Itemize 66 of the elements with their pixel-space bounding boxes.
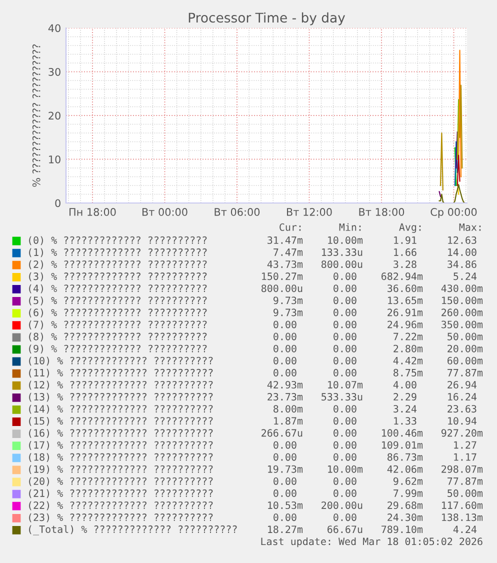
legend-label: (4) % ????????????? ??????????	[29, 284, 207, 294]
legend-label: (11) % ????????????? ??????????	[29, 368, 213, 378]
legend-label: (3) % ????????????? ??????????	[29, 272, 207, 282]
text: 9.73m 0.00 13.65m 150.00m	[274, 296, 483, 304]
legend-label: (9) % ????????????? ??????????	[29, 344, 207, 354]
text: 43.73m 800.00u 3.28 34.86	[267, 260, 476, 268]
text: 0.00 0.00 8.75m 77.87m	[274, 368, 483, 376]
text: 0.00 0.00 4.42m 60.00m	[274, 356, 483, 364]
legend-label: (7) % ????????????? ??????????	[29, 320, 207, 330]
text: 31.47m 10.00m 1.91 12.63	[268, 236, 476, 244]
legend-label: (6) % ????????????? ??????????	[29, 308, 207, 318]
text: 266.67u 0.00 100.46m 927.20m	[262, 429, 483, 437]
y-tick-label: 20	[48, 112, 60, 120]
text: Last update: Wed Mar 18 01:05:02 2026	[261, 537, 482, 548]
legend-label: (14) % ????????????? ??????????	[29, 404, 213, 414]
text: 0.00 0.00 86.73m 1.17	[274, 453, 476, 461]
text: 0.00 0.00 7.22m 50.00m	[274, 332, 483, 340]
text: 0.00 0.00 7.99m 50.00m	[274, 489, 483, 497]
text: 42.93m 10.07m 4.00 26.94	[267, 380, 477, 389]
legend-label: (0) % ????????????? ??????????	[29, 236, 207, 246]
x-tick-label: Вт 00:00	[142, 208, 188, 216]
legend-label: (22) % ????????????? ??????????	[29, 501, 213, 510]
text: 23.73m 533.33u 2.29 16.24	[268, 393, 477, 401]
line-series	[438, 184, 466, 203]
text: 800.00u 0.00 36.60m 430.00m	[261, 284, 483, 292]
legend-label: (23) % ????????????? ??????????	[29, 513, 213, 522]
y-tick-label: 10	[49, 155, 60, 164]
text: 19.73m 10.00m 42.06m 298.07m	[268, 465, 483, 473]
legend-label: (_Total) % ????????????? ??????????	[29, 525, 237, 536]
text: 150.27m 0.00 682.94m 5.24	[262, 272, 477, 280]
y-tick-label: 30	[48, 68, 60, 76]
x-tick-label: Ср 00:00	[430, 208, 477, 218]
y-tick-label: 40	[48, 24, 60, 32]
text: 0.00 0.00 2.80m 20.00m	[274, 344, 483, 352]
text: 0.00 0.00 109.01m 1.27	[274, 441, 476, 449]
text: 1.87m 0.00 1.33 10.94	[274, 417, 477, 425]
text: 10.53m 200.00u 29.68m 117.60m	[268, 501, 483, 510]
legend-label: (20) % ????????????? ??????????	[29, 477, 213, 486]
x-tick-label: Вт 18:00	[359, 208, 404, 216]
legend-label: (12) % ????????????? ??????????	[29, 380, 213, 390]
text: 0.00 0.00 9.62m 77.87m	[274, 477, 483, 485]
y-tick-label: 0	[55, 199, 60, 208]
x-tick-label: Пн 18:00	[70, 208, 116, 216]
text: 9.73m 0.00 26.91m 260.00m	[274, 308, 483, 316]
x-tick-label: Вт 06:00	[214, 208, 260, 216]
legend-label: (10) % ????????????? ??????????	[29, 356, 213, 366]
legend-label: (2) % ????????????? ??????????	[29, 260, 207, 270]
text: 7.47m 133.33u 1.66 14.00	[274, 248, 476, 256]
text: Cur: Min: Avg: Max:	[280, 223, 481, 233]
text: 0.00 0.00 24.96m 350.00m	[274, 320, 483, 328]
text: 0.00 0.00 24.30m 138.13m	[274, 514, 483, 522]
legend-label: (1) % ????????????? ??????????	[29, 248, 207, 258]
legend-label: (8) % ????????????? ??????????	[29, 332, 207, 342]
x-tick-label: Вт 12:00	[287, 208, 332, 216]
y-axis-title: % ????????????? ??????????	[32, 44, 40, 187]
legend-label: (18) % ????????????? ??????????	[29, 453, 213, 462]
legend-label: (16) % ????????????? ??????????	[29, 429, 213, 438]
legend-label: (19) % ????????????? ??????????	[29, 465, 213, 474]
chart-title: Processor Time - by day	[188, 12, 346, 26]
legend-label: (15) % ????????????? ??????????	[29, 416, 213, 426]
text: 18.27m 66.67u 789.10m 4.24	[268, 526, 477, 534]
legend-label: (17) % ????????????? ??????????	[29, 441, 213, 450]
legend-label: (21) % ????????????? ??????????	[29, 489, 213, 498]
legend-label: (5) % ????????????? ??????????	[29, 296, 207, 306]
text: 8.00m 0.00 3.24 23.63	[274, 405, 476, 413]
legend-label: (13) % ????????????? ??????????	[29, 392, 213, 402]
